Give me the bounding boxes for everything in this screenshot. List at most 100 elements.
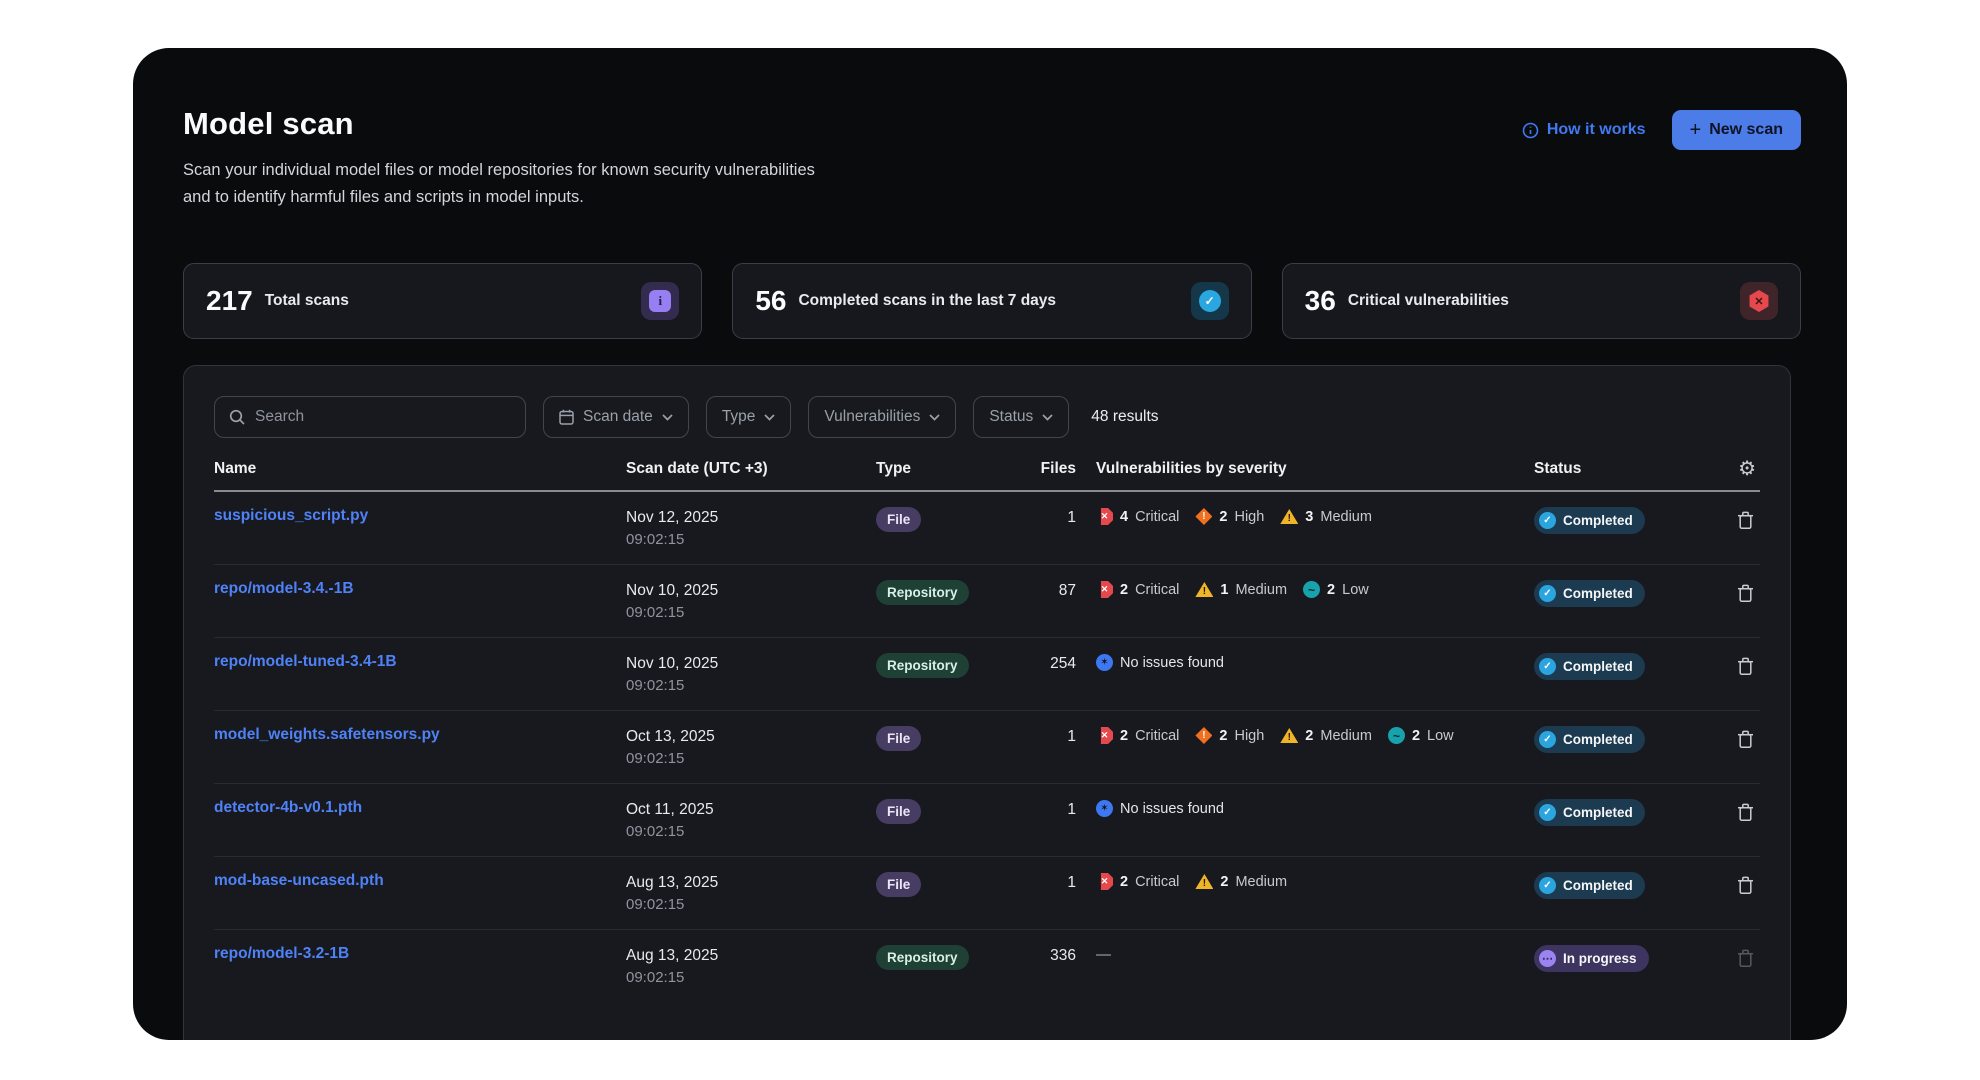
status-label: Completed — [1563, 732, 1633, 747]
scan-time: 09:02:15 — [626, 969, 685, 986]
vulnerability-count: 2 — [1120, 727, 1129, 744]
no-issues-chip: No issues found — [1096, 654, 1224, 671]
critical-severity-icon — [1100, 873, 1113, 890]
vulnerability-label: Low — [1342, 581, 1369, 598]
status-badge: Completed — [1534, 507, 1645, 534]
how-it-works-link[interactable]: How it works — [1522, 121, 1646, 139]
page-title: Model scan — [183, 106, 354, 141]
delete-scan-button[interactable] — [1735, 728, 1756, 754]
scan-name-link[interactable]: mod-base-uncased.pth — [214, 872, 384, 889]
status-label: Completed — [1563, 586, 1633, 601]
scans-panel: Scan date Type Vulnerabilities Status 48… — [183, 365, 1791, 1040]
delete-scan-button[interactable] — [1735, 582, 1756, 608]
new-scan-button[interactable]: + New scan — [1671, 110, 1801, 150]
type-cell: Repository — [876, 945, 1016, 970]
status-badge: In progress — [1534, 945, 1649, 972]
vulnerability-label: High — [1234, 508, 1265, 525]
page-description: Scan your individual model files or mode… — [183, 157, 815, 211]
status-label: In progress — [1563, 951, 1637, 966]
calendar-icon — [559, 409, 574, 425]
delete-scan-button[interactable] — [1735, 509, 1756, 535]
files-count: 1 — [1067, 874, 1076, 891]
stat-card-critical-vulnerabilities: 36 Critical vulnerabilities ✕ — [1281, 263, 1801, 339]
date-cell: Aug 13, 2025 09:02:15 — [626, 945, 876, 989]
scan-name-link[interactable]: repo/model-3.4.-1B — [214, 580, 354, 597]
plus-icon: + — [1689, 119, 1702, 141]
vulns-cell: 2 Critical 1 Medium 2 Low — [1076, 580, 1512, 598]
actions-cell — [1708, 726, 1762, 754]
vulnerability-count: 2 — [1219, 508, 1228, 525]
type-badge: File — [876, 872, 922, 897]
critical-severity-icon — [1100, 727, 1113, 744]
vulnerability-label: Medium — [1320, 727, 1372, 744]
vulnerability-chip-low: 2 Low — [1387, 727, 1454, 744]
scan-time: 09:02:15 — [626, 677, 685, 694]
scan-time: 09:02:15 — [626, 896, 685, 913]
scan-name-link[interactable]: model_weights.safetensors.py — [214, 726, 440, 743]
scan-date: Aug 13, 2025 — [626, 874, 719, 891]
trash-icon — [1738, 730, 1753, 749]
date-cell: Nov 10, 2025 09:02:15 — [626, 653, 876, 697]
type-badge: Repository — [876, 945, 969, 970]
name-cell: repo/model-3.4.-1B — [214, 580, 626, 598]
scan-name-link[interactable]: detector-4b-v0.1.pth — [214, 799, 363, 816]
type-filter[interactable]: Type — [705, 396, 792, 438]
stat-label: Completed scans in the last 7 days — [798, 292, 1057, 309]
empty-vulnerabilities-dash: — — [1096, 946, 1111, 963]
medium-severity-icon — [1195, 582, 1214, 597]
trash-icon — [1738, 657, 1753, 676]
delete-scan-button[interactable] — [1735, 801, 1756, 827]
scan-date-filter[interactable]: Scan date — [543, 396, 689, 438]
high-severity-icon — [1195, 508, 1213, 525]
vulnerability-label: Medium — [1235, 873, 1288, 890]
no-issues-chip: No issues found — [1096, 800, 1224, 817]
header-actions: How it works + New scan — [1522, 110, 1801, 150]
status-icon — [1539, 950, 1556, 967]
critical-severity-icon — [1100, 508, 1113, 525]
no-issues-text: No issues found — [1120, 800, 1224, 817]
scan-name-link[interactable]: repo/model-tuned-3.4-1B — [214, 653, 397, 670]
trash-icon — [1738, 876, 1753, 895]
search-input[interactable] — [255, 408, 511, 426]
scan-time: 09:02:15 — [626, 823, 685, 840]
delete-scan-button[interactable] — [1735, 947, 1756, 973]
date-cell: Nov 10, 2025 09:02:15 — [626, 580, 876, 624]
vulnerability-count: 2 — [1120, 581, 1129, 598]
vulns-cell: No issues found — [1076, 653, 1512, 671]
status-label: Completed — [1563, 878, 1633, 893]
actions-cell — [1708, 507, 1762, 535]
status-filter[interactable]: Status — [973, 396, 1070, 438]
status-label: Completed — [1563, 513, 1633, 528]
search-box[interactable] — [214, 396, 526, 438]
chevron-down-icon — [764, 413, 776, 421]
search-icon — [229, 409, 245, 425]
table-row: mod-base-uncased.pth Aug 13, 2025 09:02:… — [214, 857, 1760, 930]
actions-cell — [1708, 945, 1762, 973]
results-count: 48 results — [1091, 408, 1159, 425]
type-badge: File — [876, 507, 922, 532]
name-cell: repo/model-3.2-1B — [214, 945, 626, 963]
status-cell: In progress — [1512, 945, 1708, 972]
low-severity-icon — [1303, 581, 1321, 598]
vulnerabilities-filter[interactable]: Vulnerabilities — [808, 396, 957, 438]
delete-scan-button[interactable] — [1735, 655, 1756, 681]
table-body: suspicious_script.py Nov 12, 2025 09:02:… — [214, 492, 1760, 1003]
name-cell: model_weights.safetensors.py — [214, 726, 626, 744]
vulnerability-chip-medium: 2 Medium — [1280, 728, 1372, 744]
critical-severity-icon — [1100, 581, 1113, 598]
table-header: Name Scan date (UTC +3) Type Files Vulne… — [214, 459, 1762, 492]
status-label: Completed — [1563, 659, 1633, 674]
status-badge: Completed — [1534, 726, 1645, 753]
status-badge: Completed — [1534, 799, 1645, 826]
status-icon — [1539, 804, 1556, 821]
scan-name-link[interactable]: repo/model-3.2-1B — [214, 945, 350, 962]
scan-date: Aug 13, 2025 — [626, 947, 719, 964]
type-badge: File — [876, 799, 922, 824]
type-cell: Repository — [876, 580, 1016, 605]
scan-name-link[interactable]: suspicious_script.py — [214, 507, 369, 524]
scan-time: 09:02:15 — [626, 604, 685, 621]
column-settings[interactable]: ⚙ — [1708, 459, 1762, 479]
delete-scan-button[interactable] — [1735, 874, 1756, 900]
scan-date: Nov 10, 2025 — [626, 655, 719, 672]
name-cell: mod-base-uncased.pth — [214, 872, 626, 890]
